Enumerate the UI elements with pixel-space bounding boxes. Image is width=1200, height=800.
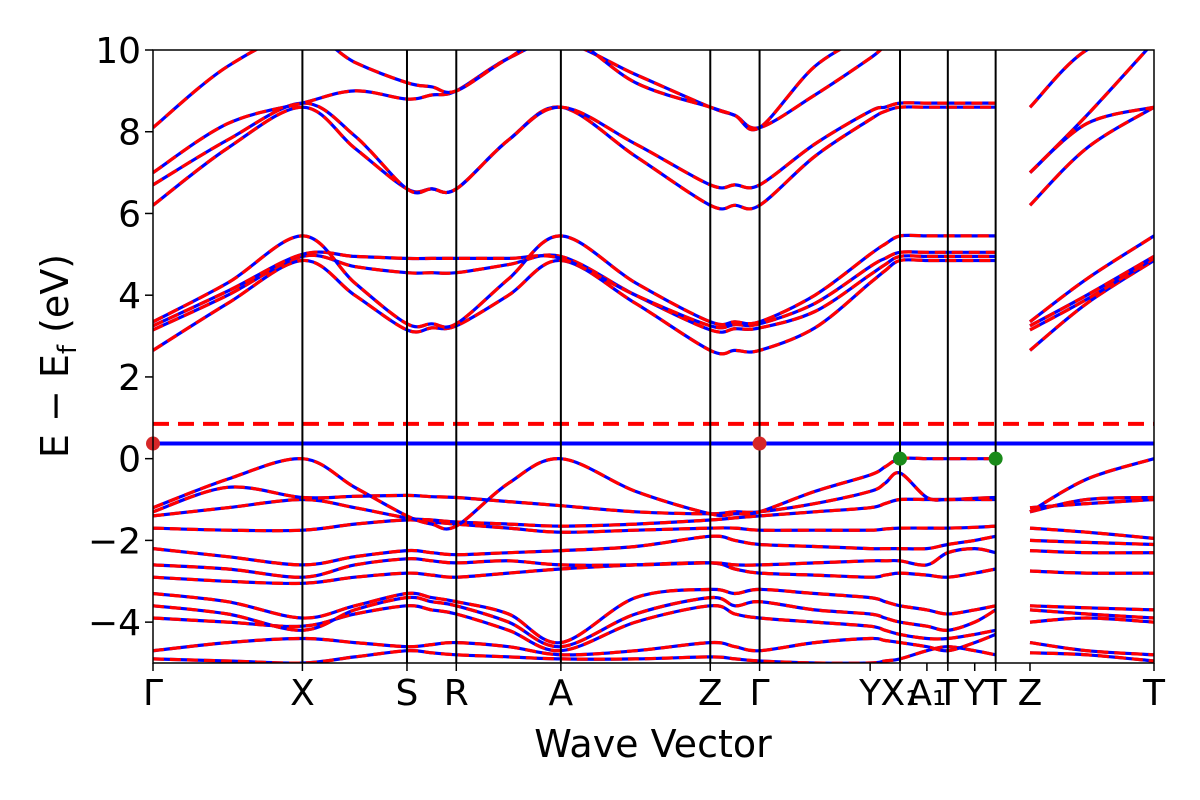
band-line-red-10 xyxy=(1029,495,1154,514)
x-tick-label-4: A xyxy=(549,673,574,714)
x-tick-label-9: A₁ xyxy=(907,673,946,714)
band-line-red-18 xyxy=(1028,50,1091,109)
band-edge-marker-2 xyxy=(893,451,908,466)
band-line-red-11 xyxy=(1029,457,1154,514)
x-tick-label-2: S xyxy=(396,673,419,714)
band-line-red-19 xyxy=(153,50,843,132)
x-tick-label-13: Z xyxy=(1018,673,1043,714)
y-tick-label-6: 8 xyxy=(118,113,141,154)
band-line-red-6 xyxy=(1029,549,1154,555)
x-tick-label-5: Z xyxy=(698,673,723,714)
band-line-red-0 xyxy=(1029,651,1154,663)
band-line-red-2 xyxy=(153,604,996,653)
y-axis-label: E − Ef (eV) xyxy=(33,254,83,458)
band-line-red-7 xyxy=(153,534,996,567)
band-line-red-9 xyxy=(1029,497,1154,510)
y-axis-label-unit: (eV) xyxy=(33,254,77,345)
band-edge-marker-3 xyxy=(988,451,1003,466)
band-line-red-10 xyxy=(153,471,996,516)
y-tick-label-5: 6 xyxy=(118,194,141,235)
band-line-blue-16 xyxy=(153,105,996,211)
y-tick-label-4: 4 xyxy=(118,276,141,317)
band-line-red-4 xyxy=(1029,604,1154,612)
x-tick-label-11: Y xyxy=(963,673,987,714)
band-line-blue-3 xyxy=(153,595,997,649)
y-tick-label-0: −4 xyxy=(88,603,141,644)
band-line-red-0 xyxy=(153,645,996,663)
band-line-red-3 xyxy=(1029,608,1154,620)
band-line-red-7 xyxy=(1029,538,1154,547)
band-line-red-1 xyxy=(1029,641,1154,657)
y-tick-label-1: −2 xyxy=(88,521,141,562)
y-tick-label-7: 10 xyxy=(95,31,141,72)
x-axis-label: Wave Vector xyxy=(534,722,772,766)
band-line-blue-9 xyxy=(153,497,996,528)
band-line-blue-4 xyxy=(153,587,996,645)
band-line-red-6 xyxy=(153,546,996,579)
band-line-red-8 xyxy=(153,518,996,534)
fermi-level-layer xyxy=(153,421,1154,446)
band-line-red-11 xyxy=(153,456,996,531)
x-tick-label-8: X₁ xyxy=(880,673,919,714)
band-line-red-1 xyxy=(153,632,997,657)
bands-layer xyxy=(153,50,1154,663)
band-line-red-8 xyxy=(1029,526,1154,540)
band-line-red-16 xyxy=(1028,105,1154,207)
band-edge-marker-1 xyxy=(752,436,767,451)
band-line-red-2 xyxy=(1029,616,1154,624)
band-line-blue-17 xyxy=(153,101,996,195)
x-tick-label-12: T xyxy=(984,673,1008,714)
band-line-blue-14 xyxy=(153,250,996,330)
band-line-red-13 xyxy=(153,253,996,334)
band-line-red-18 xyxy=(153,50,883,174)
band-line-red-19 xyxy=(1028,50,1149,174)
band-line-red-14 xyxy=(1029,255,1154,328)
band-line-red-17 xyxy=(153,101,996,195)
x-tick-label-1: X xyxy=(290,673,315,714)
band-line-red-15 xyxy=(1029,234,1154,324)
x-tick-label-10: T xyxy=(936,673,960,714)
band-line-red-5 xyxy=(1029,569,1154,575)
y-tick-label-3: 2 xyxy=(118,358,141,399)
y-tick-label-2: 0 xyxy=(118,440,141,481)
band-line-red-13 xyxy=(1029,257,1154,332)
band-line-red-15 xyxy=(153,233,996,329)
x-tick-label-6: Γ xyxy=(750,673,770,714)
y-tick-layer: −4 −2 0 2 4 6 8 10 xyxy=(88,31,153,644)
plot-frame xyxy=(152,49,1155,664)
band-line-red-12 xyxy=(1028,259,1154,352)
x-tick-label-0: Γ xyxy=(143,673,163,714)
y-axis-label-sub: f xyxy=(53,344,83,354)
band-line-red-9 xyxy=(153,497,996,528)
band-line-blue-18 xyxy=(1028,50,1091,109)
x-tick-label-7: Y xyxy=(858,673,882,714)
y-axis-label-main: E − E xyxy=(33,354,77,458)
band-line-red-12 xyxy=(153,258,996,356)
marker-layer xyxy=(146,436,1003,466)
band-line-blue-15 xyxy=(153,233,996,329)
band-line-red-16 xyxy=(153,105,996,211)
kpoint-divider-layer xyxy=(301,50,997,663)
x-tick-label-3: R xyxy=(444,673,469,714)
x-tick-label-14: T xyxy=(1142,673,1166,714)
